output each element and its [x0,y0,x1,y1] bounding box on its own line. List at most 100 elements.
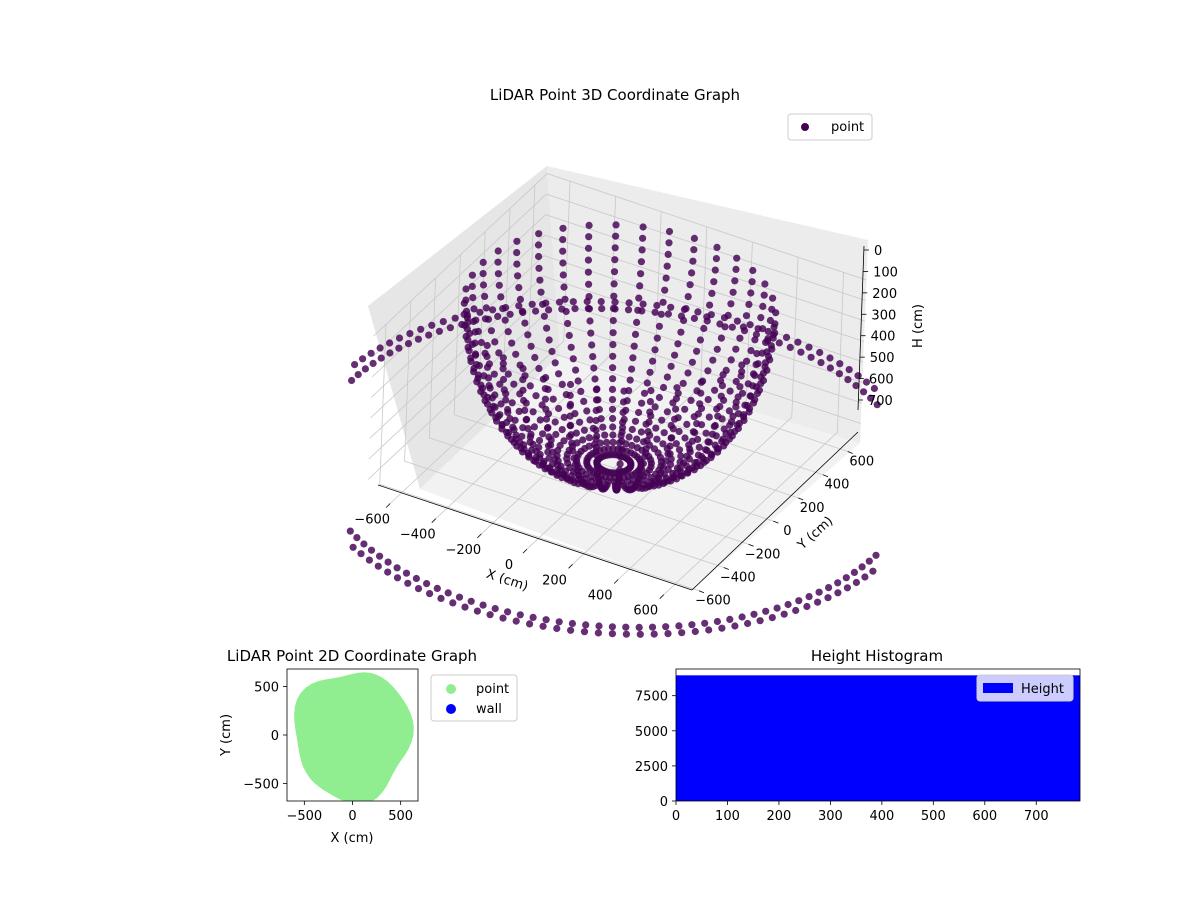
point-3d [555,298,564,306]
point-3d [722,430,730,438]
point-3d [678,472,686,480]
point-3d [826,354,834,362]
point-3d [384,568,392,576]
point-3d [739,323,748,331]
y-tick-label-2d: 0 [271,729,279,744]
point-3d [572,366,580,374]
point-3d [746,321,754,329]
point-3d [376,552,384,560]
point-3d [640,389,649,397]
point-3d [835,370,844,378]
legend-3d-frame [787,113,873,141]
point-3d [404,579,412,587]
point-3d [748,278,756,286]
point-3d [709,356,717,364]
x-tick-label-hist: 400 [869,809,894,824]
point-3d [463,325,471,333]
point-3d [590,364,598,372]
point-3d [560,413,568,421]
point-3d [365,556,373,564]
point-3d [608,630,617,638]
point-3d [702,446,710,454]
point-3d [710,278,718,286]
point-3d [624,306,633,314]
point-3d [673,384,681,392]
point-3d [683,420,691,428]
point-3d [367,546,376,554]
point-3d [561,295,569,303]
z-tick-label-3d: 500 [870,351,895,366]
y-tick-3d [847,451,853,454]
point-3d [708,430,717,438]
point-3d [769,334,777,342]
z-tick-label-3d: 100 [873,265,898,280]
point-3d [532,392,540,400]
back-grid-z [545,214,865,322]
point-3d [528,300,536,308]
point-3d [468,271,476,279]
point-3d [860,388,868,396]
point-3d [574,377,582,385]
point-3d [712,255,721,263]
point-3d [638,246,646,254]
point-3d [592,426,600,434]
point-3d [854,372,862,380]
point-3d [619,408,627,417]
point-3d [711,266,719,274]
point-3d [592,443,600,451]
point-3d [663,408,672,416]
point-3d [580,426,589,434]
point-3d [592,416,600,425]
point-3d [836,360,844,368]
point-3d [756,617,764,625]
point-3d [567,626,575,634]
point-3d [522,416,530,424]
point-3d [462,285,470,293]
point-3d [480,391,488,399]
legend-2d: point wall [430,674,518,722]
point-3d [752,361,760,369]
point-3d [661,286,669,294]
point-3d [834,579,842,587]
point-3d [746,392,754,400]
point-3d [721,323,729,331]
point-3d [471,328,479,336]
point-3d [516,295,525,303]
legend-hist: Height [976,674,1074,702]
point-3d [593,385,601,393]
point-3d [619,418,627,427]
point-3d [711,421,719,430]
point-3d [693,347,701,355]
point-3d [514,272,522,280]
z-tick-label-3d: 200 [872,287,897,302]
point-3d [472,316,480,324]
side-grid-y [404,301,412,462]
point-3d [681,434,689,442]
point-3d [609,423,617,431]
point-3d [545,433,553,441]
point-3d [694,308,702,316]
point-3d [638,399,646,407]
point-3d [622,630,631,638]
point-3d [592,396,601,404]
point-3d [620,387,628,395]
x-ticks-2d: −500 0 500 [286,801,413,824]
point-3d [585,293,593,301]
point-3d [479,281,488,289]
point-3d [684,369,692,377]
point-3d [566,402,574,410]
point-3d [641,452,649,461]
point-3d [675,446,684,454]
point-3d [861,573,869,581]
point-3d [495,349,503,357]
point-3d [636,282,644,290]
point-3d [543,324,551,332]
point-3d [690,246,698,254]
point-3d [559,271,567,279]
point-3d [526,433,535,441]
point-3d [513,249,521,257]
point-3d [584,256,593,264]
point-3d [662,457,670,465]
point-3d [395,334,404,342]
x-tick-label-hist: 100 [715,809,740,824]
